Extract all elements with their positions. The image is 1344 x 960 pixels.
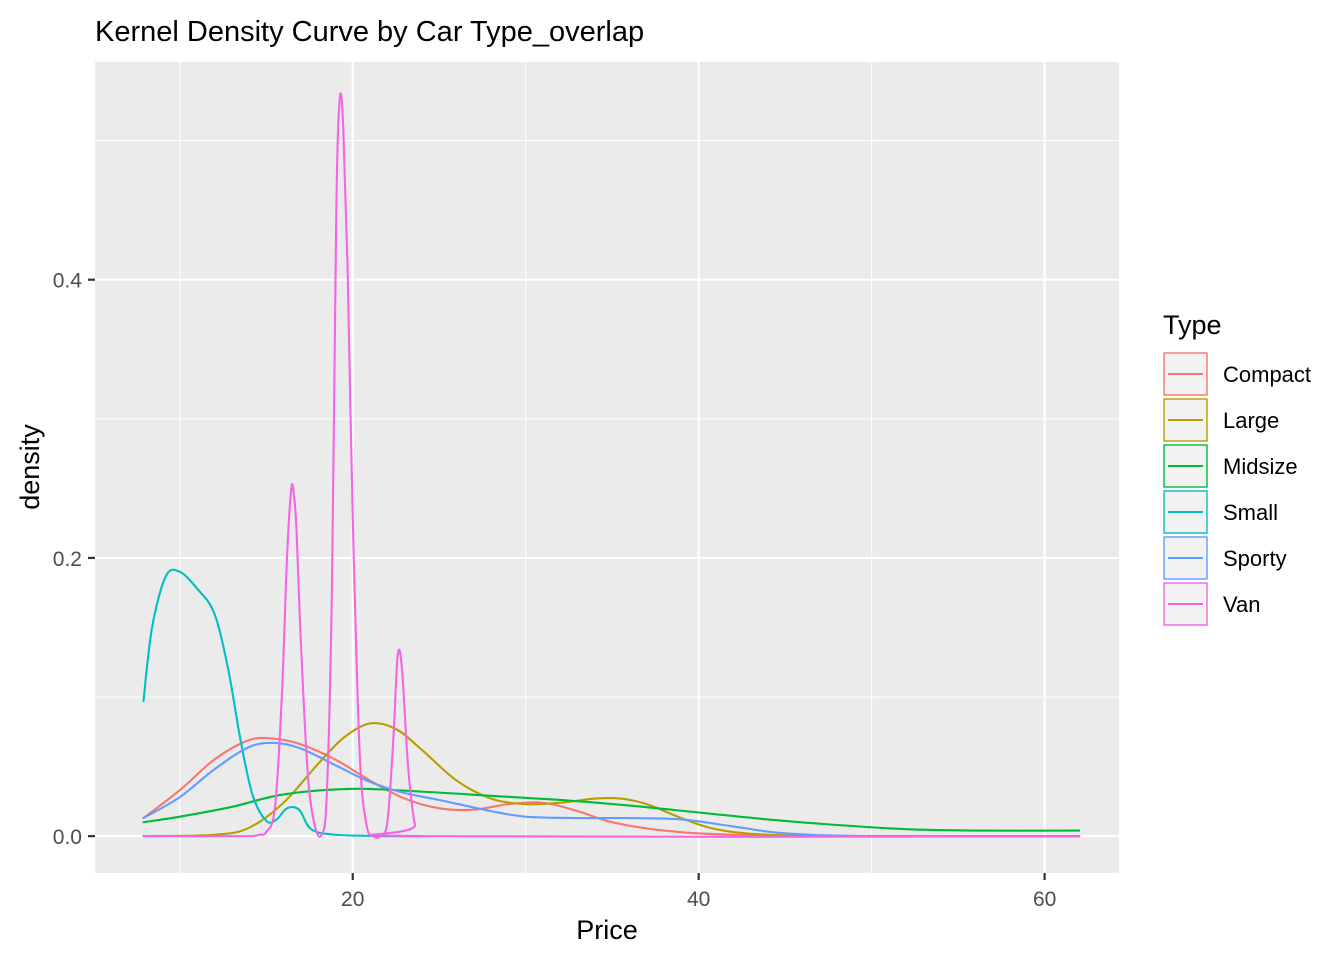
density-line-large xyxy=(142,722,1081,838)
legend-item-sporty: Sporty xyxy=(1163,536,1287,580)
legend-item-van: Van xyxy=(1163,582,1261,626)
y-axis-label: density xyxy=(15,424,45,510)
y-tick-labels: 0.0 0.2 0.4 xyxy=(53,270,83,849)
density-line-sporty xyxy=(142,741,1081,838)
x-tick-label: 20 xyxy=(341,888,364,911)
legend-label: Van xyxy=(1223,592,1261,617)
legend-item-midsize: Midsize xyxy=(1163,444,1298,488)
legend-label: Compact xyxy=(1223,362,1311,387)
legend-title: Type xyxy=(1163,310,1222,340)
plot-panel xyxy=(95,62,1119,873)
density-line-van xyxy=(142,92,1081,839)
legend: Type Compact Large Midsize Small Sporty Van xyxy=(1163,310,1311,626)
legend-label: Large xyxy=(1223,408,1279,433)
legend-label: Midsize xyxy=(1223,454,1298,479)
density-curves xyxy=(142,92,1081,839)
legend-item-small: Small xyxy=(1163,490,1278,534)
density-line-compact xyxy=(142,736,1081,838)
legend-label: Small xyxy=(1223,500,1278,525)
legend-label: Sporty xyxy=(1223,546,1287,571)
x-tick-labels: 20 40 60 xyxy=(341,888,1056,911)
y-tick-label: 0.0 xyxy=(53,826,82,849)
density-line-midsize xyxy=(142,787,1081,832)
axis-ticks xyxy=(88,278,1046,880)
x-axis-label: Price xyxy=(576,915,638,945)
x-tick-label: 40 xyxy=(687,888,710,911)
legend-item-compact: Compact xyxy=(1163,352,1311,396)
x-tick-label: 60 xyxy=(1033,888,1056,911)
chart-title: Kernel Density Curve by Car Type_overlap xyxy=(95,16,644,48)
grid-minor-lines xyxy=(95,62,1119,873)
y-tick-label: 0.2 xyxy=(53,548,82,571)
legend-items: Compact Large Midsize Small Sporty Van xyxy=(1163,352,1311,626)
y-tick-label: 0.4 xyxy=(53,270,83,293)
legend-item-large: Large xyxy=(1163,398,1279,442)
